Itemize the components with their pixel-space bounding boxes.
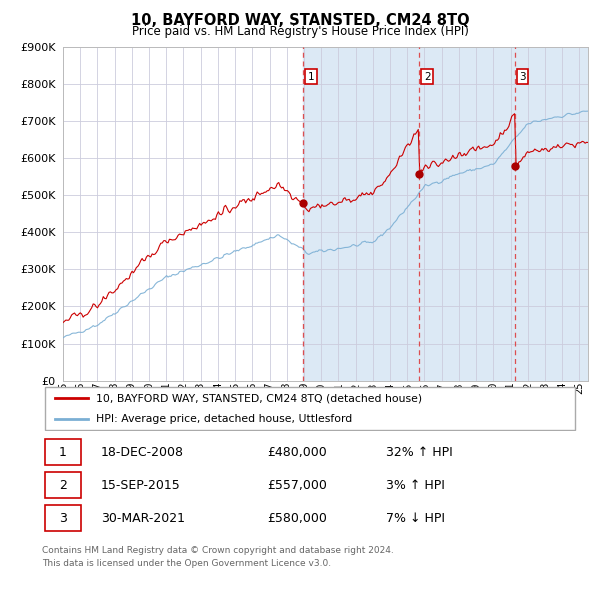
Text: 7% ↓ HPI: 7% ↓ HPI: [386, 512, 445, 525]
Text: 30-MAR-2021: 30-MAR-2021: [101, 512, 185, 525]
Text: Price paid vs. HM Land Registry's House Price Index (HPI): Price paid vs. HM Land Registry's House …: [131, 25, 469, 38]
Text: Contains HM Land Registry data © Crown copyright and database right 2024.: Contains HM Land Registry data © Crown c…: [42, 546, 394, 555]
Text: This data is licensed under the Open Government Licence v3.0.: This data is licensed under the Open Gov…: [42, 559, 331, 568]
Text: 3: 3: [59, 512, 67, 525]
Text: £480,000: £480,000: [268, 445, 327, 459]
Text: 15-SEP-2015: 15-SEP-2015: [101, 478, 181, 492]
Text: £557,000: £557,000: [268, 478, 328, 492]
Text: 10, BAYFORD WAY, STANSTED, CM24 8TQ: 10, BAYFORD WAY, STANSTED, CM24 8TQ: [131, 13, 469, 28]
Bar: [303, 47, 588, 381]
FancyBboxPatch shape: [44, 506, 81, 531]
Text: 10, BAYFORD WAY, STANSTED, CM24 8TQ (detached house): 10, BAYFORD WAY, STANSTED, CM24 8TQ (det…: [96, 394, 422, 404]
Text: 2: 2: [424, 72, 430, 82]
Text: 1: 1: [59, 445, 67, 459]
FancyBboxPatch shape: [44, 473, 81, 498]
Text: 18-DEC-2008: 18-DEC-2008: [101, 445, 184, 459]
FancyBboxPatch shape: [44, 440, 81, 465]
Text: £580,000: £580,000: [268, 512, 328, 525]
Text: 1: 1: [308, 72, 314, 82]
Text: HPI: Average price, detached house, Uttlesford: HPI: Average price, detached house, Uttl…: [96, 414, 352, 424]
Text: 3: 3: [519, 72, 526, 82]
Text: 2: 2: [59, 478, 67, 492]
Text: 32% ↑ HPI: 32% ↑ HPI: [386, 445, 452, 459]
Text: 3% ↑ HPI: 3% ↑ HPI: [386, 478, 445, 492]
